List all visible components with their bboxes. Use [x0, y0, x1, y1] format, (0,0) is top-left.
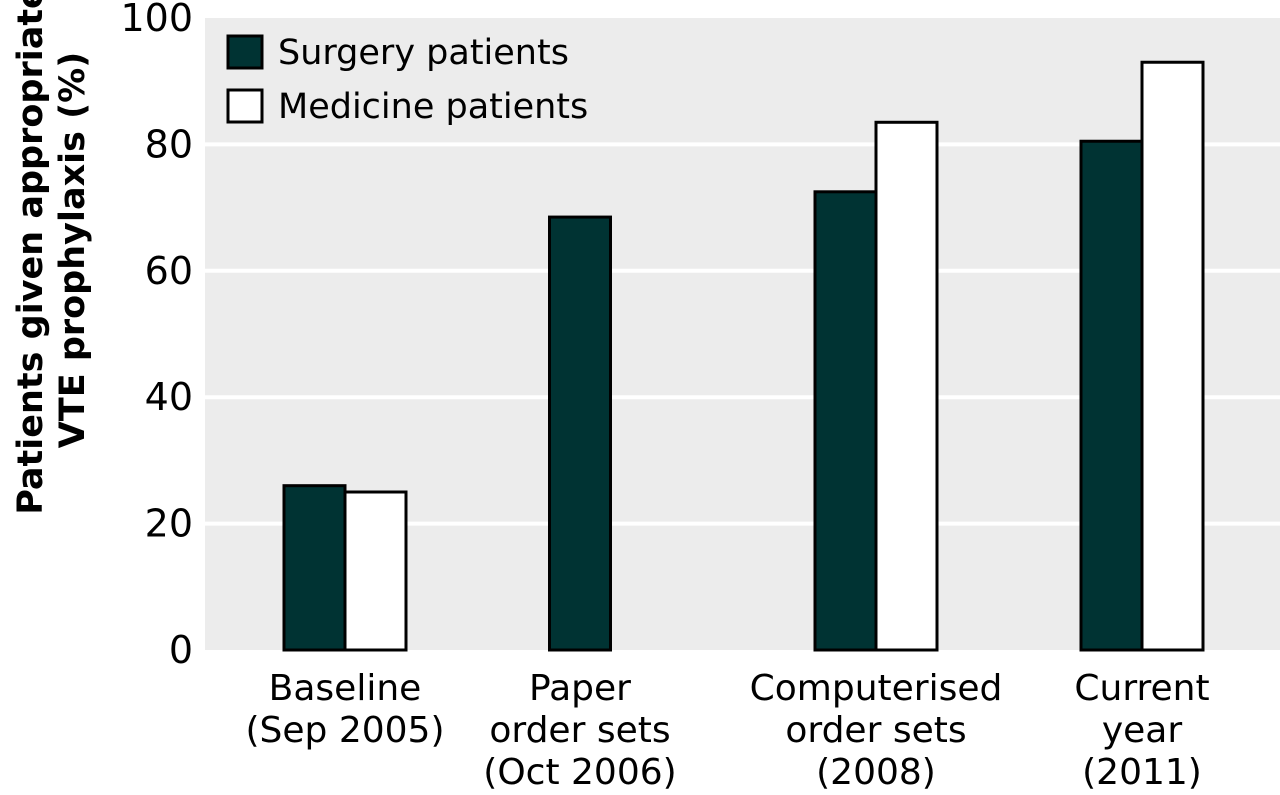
y-tick-label: 60 [145, 249, 193, 293]
bar-medicine-2 [874, 120, 939, 652]
x-category-label: Current [1074, 668, 1209, 709]
y-tick-label: 20 [145, 502, 193, 546]
legend-label: Surgery patients [278, 33, 569, 73]
y-tick-label: 0 [169, 628, 193, 672]
y-axis-label: Patients given appropriate VTE prophylaxi… [11, 0, 93, 515]
x-category-label: (2008) [816, 752, 936, 793]
y-tick-labels: 0 20 40 60 80 100 [120, 0, 193, 672]
y-axis-label-line: VTE prophylaxis (%) [53, 52, 93, 448]
legend-swatch [226, 88, 264, 124]
bar-surgery-1 [548, 215, 612, 652]
x-category-label: (Oct 2006) [483, 752, 676, 793]
legend: Surgery patients Medicine patients [226, 33, 588, 127]
y-tick-label: 100 [120, 0, 193, 40]
x-category-label: order sets [785, 710, 966, 751]
bar-medicine-3 [1140, 60, 1205, 652]
x-category-label: Paper [529, 668, 631, 709]
bar-surgery-3 [1079, 139, 1144, 652]
x-category-label: order sets [489, 710, 670, 751]
y-axis-label-line: Patients given appropriate [11, 0, 51, 515]
bar-surgery-2 [813, 190, 878, 652]
x-category-label: Computerised [750, 668, 1003, 709]
x-category-label: Baseline [269, 668, 422, 709]
y-tick-label: 80 [145, 122, 193, 166]
y-tick-label: 40 [145, 375, 193, 419]
bars [282, 60, 1205, 652]
legend-label: Medicine patients [278, 87, 588, 127]
legend-swatch [226, 34, 264, 70]
x-category-label: year [1102, 710, 1183, 751]
x-category-label: (Sep 2005) [245, 710, 444, 751]
bar-medicine-0 [343, 490, 408, 652]
bar-surgery-0 [282, 484, 347, 652]
x-category-label: (2011) [1082, 752, 1202, 793]
